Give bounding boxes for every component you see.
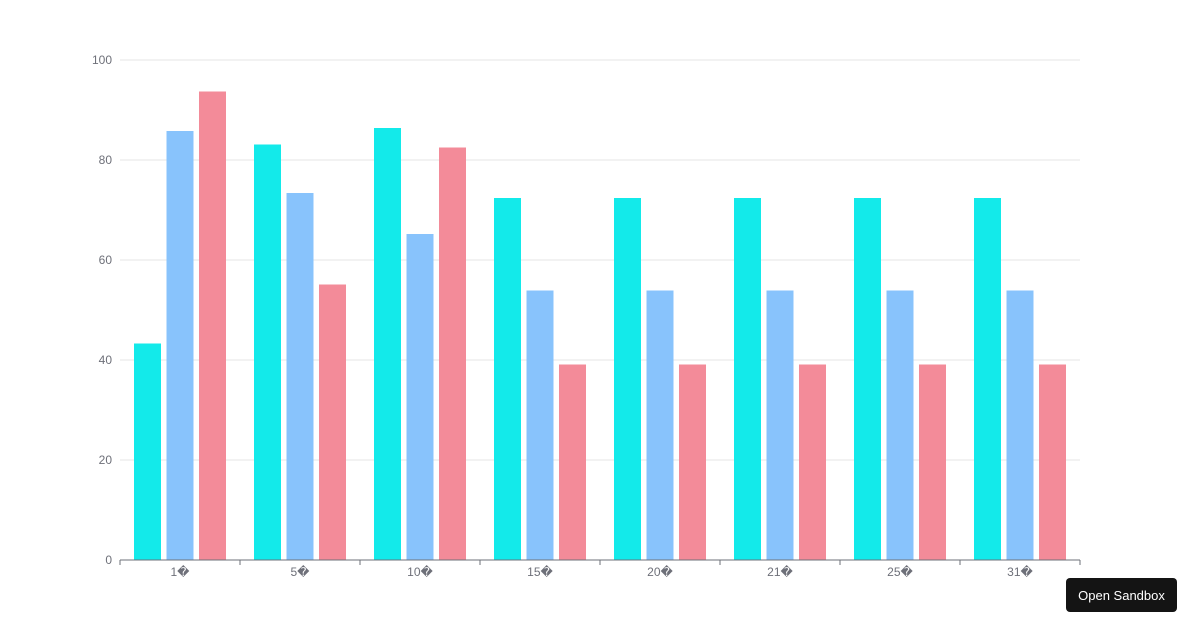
y-tick-label: 60 bbox=[99, 253, 113, 267]
bar-series-2 bbox=[286, 193, 314, 560]
y-tick-label: 20 bbox=[99, 453, 113, 467]
y-tick-label: 40 bbox=[99, 353, 113, 367]
x-axis bbox=[119, 559, 1081, 565]
bar-series-3 bbox=[199, 91, 226, 560]
bar-series-1 bbox=[374, 128, 401, 560]
x-tick-label: 5� bbox=[291, 565, 311, 579]
bar-series-3 bbox=[919, 364, 946, 560]
bar-series-1 bbox=[734, 198, 761, 560]
bar-series-3 bbox=[439, 147, 466, 560]
bar-series-2 bbox=[526, 290, 554, 560]
bar-series-1 bbox=[614, 198, 641, 560]
bar-series-3 bbox=[679, 364, 706, 560]
bar-series-3 bbox=[559, 364, 586, 560]
x-tick-label: 31� bbox=[1007, 565, 1033, 579]
bar-series-3 bbox=[319, 284, 346, 560]
bar-series-1 bbox=[134, 343, 161, 560]
bar-series-1 bbox=[974, 198, 1001, 560]
bar-series-1 bbox=[494, 198, 521, 560]
x-tick-label: 25� bbox=[887, 565, 913, 579]
x-tick-label: 10� bbox=[407, 565, 433, 579]
bar-series-2 bbox=[766, 290, 794, 560]
bar-series-2 bbox=[646, 290, 674, 560]
bar-series-3 bbox=[799, 364, 826, 560]
y-tick-label: 100 bbox=[92, 53, 112, 67]
bar-series-1 bbox=[254, 144, 281, 560]
bar-series-1 bbox=[854, 198, 881, 560]
bar-series-2 bbox=[406, 234, 434, 560]
x-tick-label: 21� bbox=[767, 565, 793, 579]
open-sandbox-button[interactable]: Open Sandbox bbox=[1066, 578, 1177, 612]
bar-series-2 bbox=[886, 290, 914, 560]
y-tick-label: 80 bbox=[99, 153, 113, 167]
bar-series-2 bbox=[1006, 290, 1034, 560]
x-tick-label: 20� bbox=[647, 565, 673, 579]
x-tick-label: 15� bbox=[527, 565, 553, 579]
bar-series-3 bbox=[1039, 364, 1066, 560]
x-tick-label: 1� bbox=[171, 565, 191, 579]
y-axis-labels: 0 20 40 60 80 100 bbox=[92, 53, 112, 567]
x-axis-labels: 1� 5� 10� 15� 20� 21� 25� 31� bbox=[171, 565, 1034, 579]
bar-series-2 bbox=[166, 131, 194, 560]
bars bbox=[134, 91, 1066, 560]
y-tick-label: 0 bbox=[105, 553, 112, 567]
